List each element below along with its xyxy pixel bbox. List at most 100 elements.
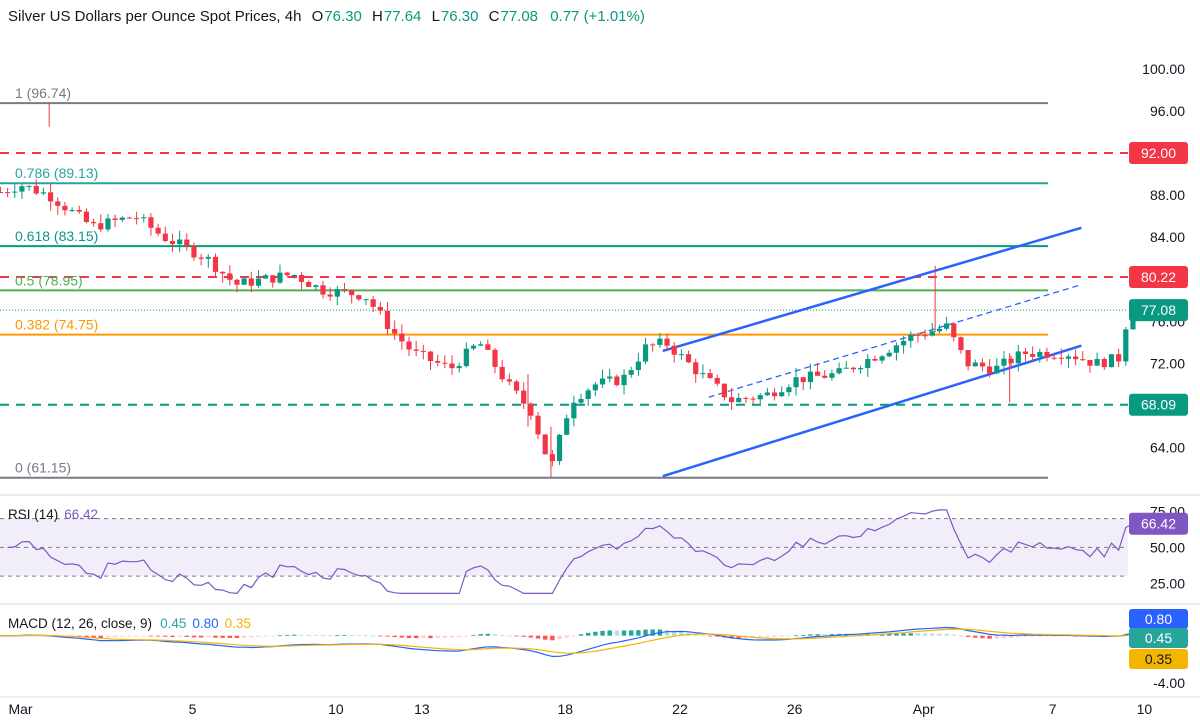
candle-body [4, 192, 11, 194]
candle-body [635, 361, 641, 371]
macd-hist-bar [930, 633, 935, 636]
macd-hist-bar [600, 630, 605, 636]
macd-hist-bar [758, 635, 763, 638]
macd-hist-bar [1030, 635, 1035, 637]
macd-hist-bar [299, 634, 304, 636]
candle-body [0, 191, 4, 193]
macd-hist-bar [564, 635, 569, 638]
candle-body [420, 350, 426, 352]
macd-hist-bar [370, 635, 376, 637]
price-badge [1129, 142, 1188, 165]
candle-body [1022, 351, 1029, 355]
candle-body [91, 221, 97, 224]
macd-hist-bar [184, 635, 189, 637]
change-value: 0.77 (+1.01%) [550, 8, 645, 25]
candle-body [807, 371, 814, 383]
macd-hist-bar [829, 634, 835, 636]
macd-badge [1129, 649, 1188, 669]
high-label: H [372, 8, 383, 25]
candle-body [435, 360, 441, 363]
macd-badge-text: 0.80 [1145, 611, 1172, 627]
candle-body [119, 217, 125, 220]
macd-hist-bar [894, 633, 899, 636]
macd-hist-bar [378, 635, 383, 637]
macd-hist-bar [499, 635, 505, 636]
price-badge-text: 68.09 [1141, 397, 1176, 413]
fib-label: 1 (96.74) [15, 85, 71, 101]
candle-body [922, 335, 928, 337]
macd-hist-bar [715, 635, 720, 637]
macd-hist-bar [614, 630, 620, 636]
candle-body [721, 383, 727, 398]
candle-body [571, 402, 577, 419]
x-tick-label: 18 [557, 701, 573, 717]
macd-hist-bar [421, 635, 426, 639]
macd-hist-bar [220, 635, 225, 638]
candle-body [234, 279, 240, 285]
macd-hist-bar [786, 635, 792, 637]
macd-hist-bar [793, 635, 799, 637]
candle-body [979, 362, 986, 367]
macd-hist-bar [1066, 635, 1071, 637]
candle-body [1101, 358, 1107, 368]
candle-body [177, 239, 183, 245]
macd-hist-bar [306, 634, 311, 636]
macd-hist-bar [241, 635, 247, 638]
macd-label: MACD (12, 26, close, 9) [8, 616, 153, 631]
rsi-badge-text: 66.42 [1141, 516, 1176, 532]
candle-body [900, 340, 907, 346]
macd-hist-bar [320, 635, 326, 637]
macd-hist-bar [1023, 635, 1028, 637]
candle-body [1065, 356, 1072, 359]
macd-hist-bar [1037, 635, 1042, 637]
macd-hist-bar [492, 634, 498, 636]
macd-hist-bar [342, 635, 347, 636]
macd-hist-bar [1001, 635, 1007, 639]
channel-mid-line [708, 283, 1082, 398]
macd-hist-bar [435, 635, 440, 638]
chart-title: Silver US Dollars per Ounce Spot Prices,… [8, 8, 302, 25]
macd-hist-bar [664, 630, 670, 636]
candle-body [26, 185, 32, 187]
candle-body [685, 354, 692, 363]
macd-hist-bar [98, 635, 103, 638]
last-price-badge [1129, 299, 1188, 322]
macd-hist-bar [672, 631, 677, 636]
low-label: L [431, 8, 440, 25]
candle-body [241, 278, 247, 285]
fib-label: 0.786 (89.13) [15, 165, 98, 181]
candle-body [857, 367, 864, 370]
macd-line-value: 0.80 [192, 616, 219, 631]
macd-hist-bar [284, 634, 290, 636]
candle-body [162, 233, 168, 241]
macd-hist-bar [1059, 635, 1064, 637]
candle-body [427, 351, 434, 361]
candle-body [363, 299, 369, 301]
macd-hist-bar [349, 635, 354, 636]
macd-hist-bar [464, 635, 469, 637]
fib-label: 0.5 (78.95) [15, 272, 83, 288]
candle-body [700, 373, 706, 375]
candle-body [506, 379, 512, 382]
macd-hist-bar [1016, 635, 1021, 638]
macd-hist-bar [335, 635, 340, 636]
candle-body [893, 345, 900, 353]
macd-hist-bar [908, 633, 913, 636]
rsi-tick-label: 50.00 [1150, 539, 1185, 555]
candle-body [743, 397, 749, 399]
macd-line [0, 626, 1134, 658]
candle-body [184, 239, 190, 246]
candle-body [843, 367, 849, 369]
candle-body [535, 415, 541, 435]
macd-hist-bar [700, 635, 706, 636]
candle-body [212, 256, 219, 272]
candle-body [69, 209, 75, 211]
macd-hist-bar [191, 635, 197, 638]
macd-hist-bar [707, 635, 713, 637]
macd-hist-bar [535, 635, 541, 639]
macd-hist-bar [521, 635, 526, 637]
macd-hist-bar [987, 635, 992, 639]
macd-hist-bar [550, 635, 555, 641]
macd-hist-bar [256, 635, 261, 637]
